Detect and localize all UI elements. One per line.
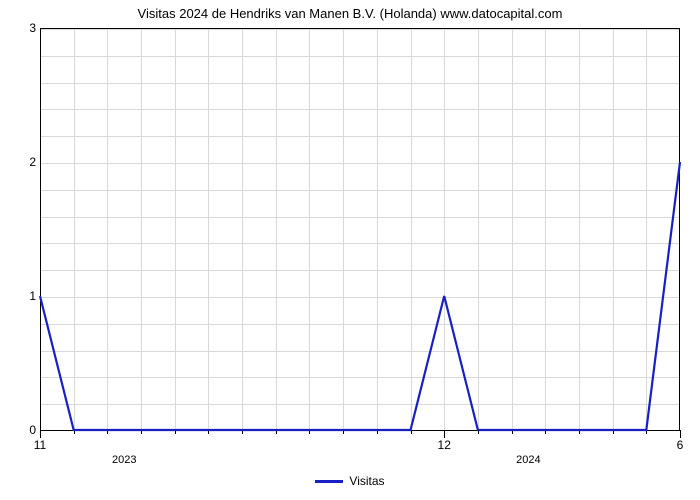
series-line <box>0 0 700 500</box>
chart-container: Visitas 2024 de Hendriks van Manen B.V. … <box>0 0 700 500</box>
